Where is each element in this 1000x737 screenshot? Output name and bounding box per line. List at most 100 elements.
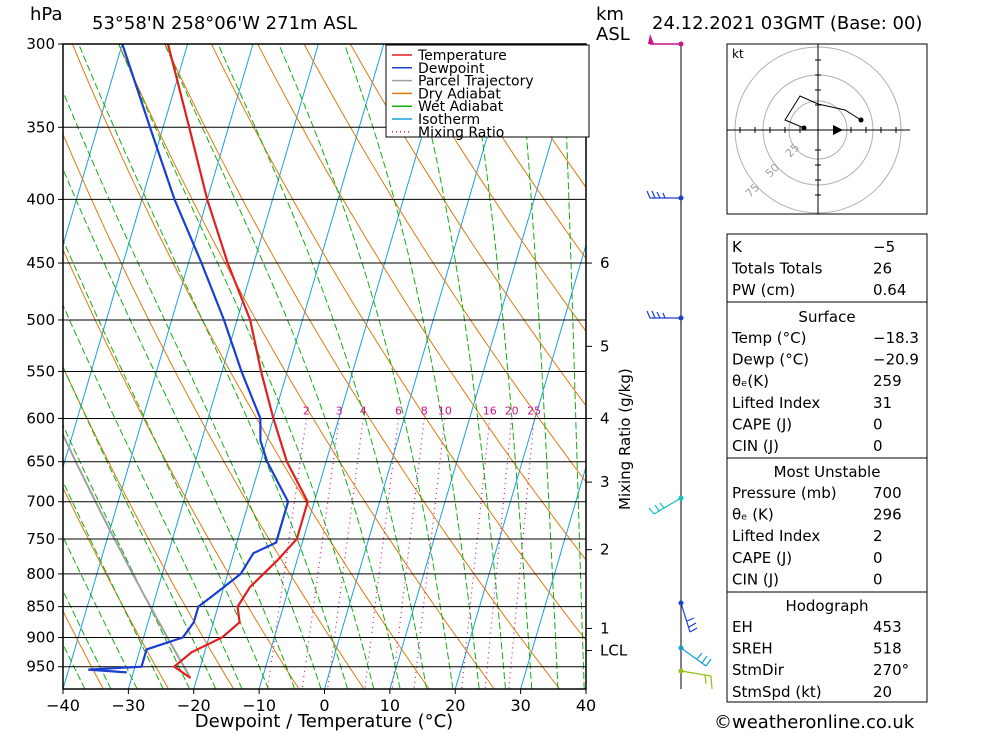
index-label: EH [732, 618, 753, 636]
height-tick-label: 4 [600, 409, 610, 427]
storm-motion-icon [833, 125, 843, 135]
height-tick-label: 1 [600, 619, 610, 637]
wet-adiabat-line [63, 480, 164, 689]
dry-adiabat-line [63, 609, 104, 689]
pressure-tick-label: 650 [26, 453, 55, 471]
pressure-tick-label: 500 [26, 311, 55, 329]
hodograph-unit-label: kt [732, 47, 744, 61]
index-value: 0 [873, 570, 883, 588]
temperature-tick-label: −10 [242, 696, 276, 715]
isotherm-line [63, 44, 123, 247]
wet-adiabat-line [562, 44, 585, 689]
pressure-unit-label: hPa [30, 4, 62, 25]
pressure-tick-label: 400 [26, 190, 55, 208]
pressure-tick-label: 950 [26, 658, 55, 676]
wet-adiabat-line [408, 44, 506, 689]
dry-adiabat-line [118, 44, 495, 689]
wind-point-400 [678, 195, 684, 201]
table-section-title: Hodograph [785, 597, 868, 615]
hodograph-start-point [801, 125, 807, 131]
asl-unit-label: ASL [596, 24, 630, 45]
copyright-label: ©weatheronline.co.uk [714, 712, 915, 733]
mixing-ratio-line [391, 418, 425, 689]
index-value: 518 [873, 640, 902, 658]
legend-label: Mixing Ratio [418, 125, 504, 141]
general-indices-box [726, 233, 928, 303]
wet-adiabat-line [164, 44, 401, 689]
isotherm-line [63, 44, 254, 689]
index-label: CAPE (J) [732, 415, 792, 433]
isotherm-line [63, 44, 189, 469]
isotherm-line [258, 44, 450, 689]
dry-adiabat-line [63, 486, 169, 689]
pressure-tick-label: 800 [26, 565, 55, 583]
index-value: 296 [873, 506, 902, 524]
wind-point-surface [678, 668, 684, 674]
temperature-tick-label: −40 [46, 696, 80, 715]
index-label: Lifted Index [732, 527, 820, 545]
location-title: 53°58'N 258°06'W 271m ASL [92, 13, 357, 34]
isotherm-lines [63, 44, 586, 689]
index-label: StmDir [732, 661, 785, 679]
dewpoint-line [88, 44, 290, 674]
height-tick-label: LCL [600, 642, 628, 660]
index-value: −18.3 [873, 329, 919, 347]
wind-barb-850 [680, 602, 698, 633]
mixing-ratio-line [413, 418, 446, 689]
dry-adiabat-line [164, 44, 560, 689]
indices-table: K −5 Totals Totals 26 PW (cm) 0.64 Surface Temp… [726, 233, 928, 703]
mixing-ratio-tick-label: 3 [336, 404, 343, 417]
wind-barb-500 [646, 310, 681, 319]
mixing-ratio-line [327, 418, 364, 689]
pressure-axis: 300 350 400 450 500 550 600 650 700 750 800 850 900 9… [26, 35, 63, 676]
mixing-ratio-tick-label: 25 [527, 404, 541, 417]
mixing-ratio-line [508, 418, 535, 689]
isotherm-line [193, 44, 385, 689]
wind-point-300 [678, 41, 684, 47]
legend-label: Dry Adiabat [418, 86, 501, 102]
temperature-tick-label: 0 [319, 696, 329, 715]
index-label: StmSpd (kt) [732, 683, 822, 701]
index-label: CAPE (J) [732, 549, 792, 567]
plot-area [63, 44, 586, 689]
height-tick-label: 6 [600, 254, 610, 272]
dry-adiabat-line [303, 44, 586, 483]
sounding-series [88, 44, 309, 679]
index-label: SREH [732, 640, 773, 658]
isotherm-line [520, 465, 586, 689]
height-tick-label: 5 [600, 337, 610, 355]
wet-adiabat-line [63, 365, 217, 689]
wind-point-850 [678, 600, 684, 606]
mixing-ratio-tick-label: 6 [395, 404, 402, 417]
temperature-tick-label: −30 [111, 696, 145, 715]
wet-adiabat-line [118, 44, 375, 689]
temperature-tick-label: 40 [576, 696, 596, 715]
mixing-ratio-tick-label: 4 [360, 404, 367, 417]
wet-adiabat-line [518, 44, 559, 689]
temperature-tick-label: 30 [510, 696, 530, 715]
index-value: 259 [873, 372, 902, 390]
wet-adiabat-line [63, 167, 296, 689]
mixing-ratio-line [266, 418, 308, 689]
wind-barb-400 [646, 190, 681, 199]
legend-label: Parcel Trajectory [418, 74, 534, 90]
wind-point-925 [678, 645, 684, 651]
wind-point-500 [678, 315, 684, 321]
index-value: 0 [873, 549, 883, 567]
wet-adiabat-line [343, 44, 480, 689]
km-unit-label: km [596, 4, 624, 25]
height-tick-label: 3 [600, 473, 610, 491]
index-value: 26 [873, 260, 892, 278]
index-label: θₑ(K) [732, 372, 769, 390]
index-label: Totals Totals [731, 260, 823, 278]
dry-adiabat-line [257, 44, 586, 561]
index-label: CIN (J) [732, 570, 779, 588]
dry-adiabat-line [396, 44, 586, 333]
table-section-title: Most Unstable [774, 463, 881, 481]
most-unstable-box [726, 457, 928, 593]
index-label: Lifted Index [732, 394, 820, 412]
index-value: 270° [873, 661, 909, 679]
parcel-trajectory-line [63, 432, 192, 679]
index-value: 31 [873, 394, 892, 412]
